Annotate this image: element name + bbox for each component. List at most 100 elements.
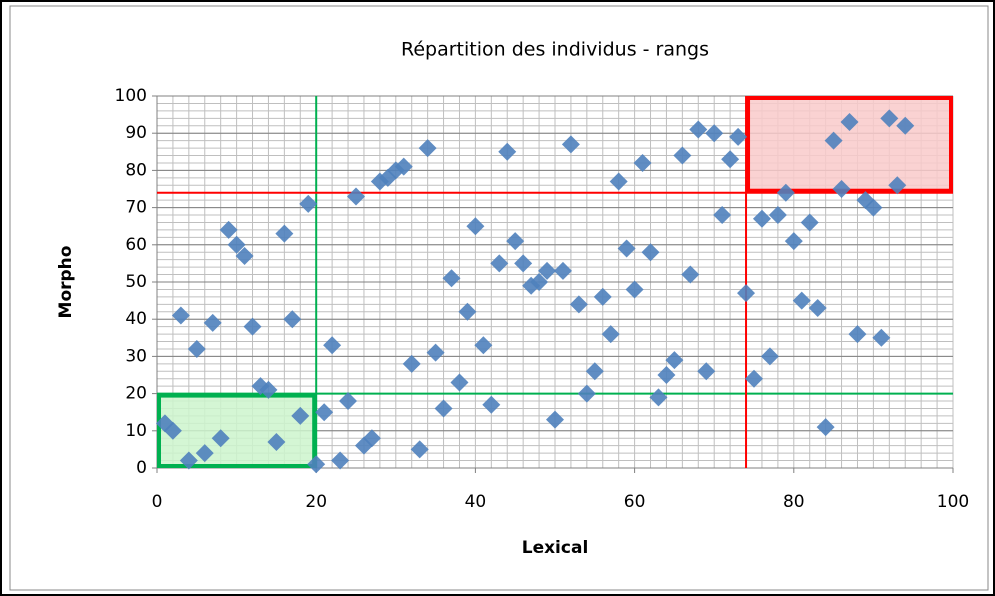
point <box>792 291 811 310</box>
x-tick-label: 100 <box>937 492 969 512</box>
point <box>546 410 564 429</box>
point <box>259 380 278 399</box>
point <box>482 395 501 414</box>
point <box>506 232 525 251</box>
point <box>737 284 756 303</box>
point <box>315 403 334 422</box>
y-tick-label: 0 <box>136 458 147 478</box>
point <box>657 366 676 384</box>
y-tick-label: 90 <box>125 123 147 143</box>
point <box>824 131 843 150</box>
point <box>331 451 350 470</box>
point <box>538 261 557 280</box>
point <box>553 261 572 280</box>
point <box>673 146 692 165</box>
point <box>800 213 819 232</box>
point <box>426 343 445 362</box>
point <box>291 406 310 425</box>
y-tick-label: 70 <box>125 198 147 218</box>
point <box>299 194 318 213</box>
point <box>498 142 517 161</box>
x-tick-label: 60 <box>624 492 646 512</box>
point <box>227 235 246 254</box>
y-tick-label: 100 <box>115 86 147 106</box>
y-tick-label: 30 <box>125 346 147 366</box>
point <box>211 429 230 448</box>
point <box>243 317 262 336</box>
x-axis-label: Lexical <box>522 538 589 558</box>
point <box>617 239 636 258</box>
point <box>760 347 779 366</box>
point <box>896 116 915 135</box>
x-tick-label: 40 <box>465 492 487 512</box>
point <box>267 432 286 451</box>
point <box>569 295 588 314</box>
point <box>649 388 668 407</box>
x-tick-label: 80 <box>783 492 805 512</box>
y-tick-label: 20 <box>125 384 147 404</box>
point <box>490 254 509 273</box>
point <box>163 421 182 440</box>
point <box>784 232 803 251</box>
y-tick-label: 60 <box>125 235 147 255</box>
point <box>816 418 835 437</box>
point <box>745 369 763 388</box>
point <box>347 187 365 206</box>
point <box>880 109 899 128</box>
y-axis-label: Morpho <box>56 246 76 319</box>
point <box>394 157 413 176</box>
point <box>410 440 429 459</box>
point <box>402 354 421 373</box>
point <box>418 139 437 158</box>
y-tick-label: 80 <box>125 160 147 180</box>
point <box>307 455 326 474</box>
point <box>609 172 628 191</box>
point <box>713 206 732 225</box>
point <box>195 444 214 463</box>
y-tick-label: 50 <box>125 272 147 292</box>
point <box>641 243 660 262</box>
point <box>577 384 596 403</box>
point <box>561 135 580 154</box>
point <box>832 180 851 198</box>
highlight-box <box>157 393 317 469</box>
x-tick-label: 0 <box>152 492 163 512</box>
point <box>442 269 461 288</box>
point <box>768 206 787 225</box>
point <box>689 120 708 139</box>
point <box>888 176 907 195</box>
point <box>362 429 381 448</box>
point <box>729 127 748 146</box>
point <box>705 124 724 143</box>
chart-title: Répartition des individus - rangs <box>401 39 709 61</box>
point <box>283 310 302 329</box>
point <box>219 220 238 239</box>
point <box>665 351 684 370</box>
point <box>203 313 222 332</box>
point <box>625 280 644 299</box>
point <box>872 328 891 347</box>
y-tick-label: 40 <box>125 309 147 329</box>
point <box>681 265 700 284</box>
point <box>840 113 859 132</box>
point <box>179 451 198 470</box>
point <box>339 392 358 411</box>
point <box>275 224 294 243</box>
point <box>171 306 190 325</box>
point <box>585 362 604 381</box>
point <box>752 209 771 228</box>
point <box>697 362 716 381</box>
point <box>466 217 485 236</box>
point <box>776 183 795 202</box>
point <box>601 325 620 344</box>
point <box>458 302 477 321</box>
point <box>721 150 740 169</box>
point <box>235 246 254 265</box>
y-tick-label: 10 <box>125 421 147 441</box>
point <box>514 254 533 273</box>
point <box>593 287 612 306</box>
point <box>323 336 342 355</box>
point <box>633 153 652 172</box>
point <box>434 399 453 418</box>
point <box>808 299 827 318</box>
